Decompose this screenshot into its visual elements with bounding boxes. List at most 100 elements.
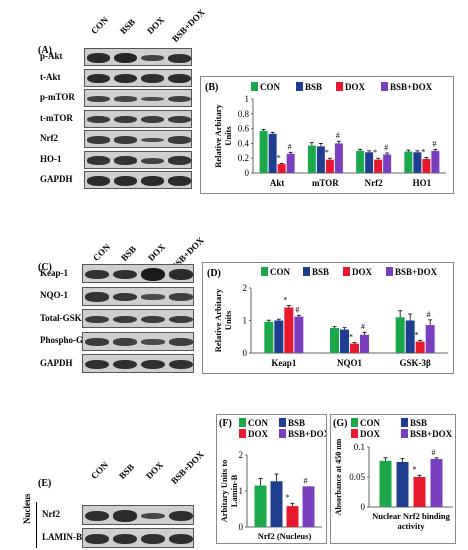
bar-bsb-dox [431, 150, 440, 173]
bar-dox [286, 506, 299, 527]
bar-dox [350, 343, 359, 353]
blot-band [169, 510, 193, 522]
y-tick-label: 0.4 [238, 138, 250, 148]
lane-label-bsb: BSB [117, 16, 138, 36]
blot-band [113, 359, 137, 370]
blot-row-label-total-gsk3-: Total-GSK3β [40, 312, 91, 323]
panel-label: (G) [333, 418, 347, 429]
y-tick-label: 1 [243, 316, 248, 326]
chart-g: (G) CON BSB DOX BSB+DOX 0 0.05 0.1 Absorbance at… [330, 414, 456, 544]
legend-label: BSB+DOX [410, 429, 453, 439]
bar-con [404, 151, 413, 173]
legend-swatch [386, 267, 393, 276]
blot-band [114, 52, 137, 64]
legend-label: BSB [312, 267, 329, 277]
blot-band [87, 136, 110, 144]
bar-con [395, 317, 405, 353]
y-tick-label: 0.6 [238, 124, 250, 134]
x-axis-label-line: Nuclear Nrf2 binding [372, 511, 451, 521]
chart-b: (B) CON BSB DOX BSB+DOX 0 0.2 0.4 0.6 0.8 1 Relativ… [200, 76, 454, 194]
bar-dox [413, 477, 426, 507]
y-axis-label-line: Relative Arbitary [213, 104, 223, 168]
bar-bsb-dox [383, 154, 392, 173]
blot-band [141, 359, 165, 370]
legend-label: BSB+DOX [395, 267, 438, 277]
blot-row-label-nrf2: Nrf2 [40, 133, 58, 143]
legend-swatch [401, 429, 408, 438]
legend-swatch [239, 418, 246, 427]
y-axis-label: Relative ArbitaryUnits [213, 288, 233, 352]
bar-bsb-dox [430, 459, 443, 507]
legend-swatch [351, 429, 358, 438]
blot-strip [82, 528, 194, 548]
blot-band [169, 533, 193, 545]
y-tick-label: 0 [239, 522, 244, 532]
y-tick-label: 2 [243, 283, 248, 293]
significance-star: * [413, 465, 417, 474]
blot-band [169, 293, 193, 301]
blot-band [168, 115, 191, 124]
blot-band [141, 115, 164, 124]
bar-dox [325, 159, 334, 173]
lane-label-dox: DOX [144, 14, 167, 36]
legend-label: CON [260, 82, 281, 92]
blot-row-label-gapdh: GAPDH [40, 174, 73, 184]
legend-swatch [279, 429, 286, 438]
blot-row-label-nqo-1: NQO-1 [40, 290, 68, 300]
y-axis-label-line: Lamin-B [229, 474, 239, 507]
significance-hash: # [384, 143, 388, 152]
blot-band [168, 53, 191, 63]
bar-bsb-dox [302, 486, 315, 527]
blot-band [87, 115, 110, 124]
blot-strip [82, 286, 194, 306]
legend-label: CON [248, 418, 269, 428]
lane-label-con-e: CON [88, 459, 111, 481]
blot-strip [82, 264, 194, 283]
legend-label: DOX [248, 429, 269, 439]
blot-band [141, 157, 164, 164]
legend-swatch [336, 82, 343, 91]
blot-band [141, 339, 165, 345]
significance-hash: # [427, 310, 431, 319]
blot-row-label-p-mtor: p-mTOR [40, 92, 75, 102]
y-tick-label: 0.1 [354, 442, 365, 452]
chart-f: (F) CON BSB DOX BSB+DOX 0 1 2 Arbitary Units toL… [216, 414, 331, 544]
legend-label: BSB+DOX [288, 429, 326, 439]
y-axis-label-line: Units [223, 310, 233, 330]
blot-band [85, 338, 109, 346]
y-tick-label: 2 [239, 450, 244, 460]
bar-con [356, 150, 365, 173]
y-axis-label-line: Relative Arbitary [213, 288, 223, 352]
blot-strip [84, 109, 192, 128]
category-label: HO1 [413, 178, 432, 188]
blot-band [114, 176, 137, 186]
blot-band [168, 95, 191, 103]
lane-label-dox-e: DOX [143, 459, 166, 481]
y-axis-label: Arbitary Units toLamin-B [219, 460, 239, 523]
significance-hash: # [336, 131, 340, 140]
blot-band [169, 359, 193, 370]
blot-band [113, 269, 137, 280]
bar-con [254, 485, 267, 527]
y-tick-label: 0.05 [349, 472, 365, 482]
significance-hash: # [295, 305, 299, 314]
blot-strip [82, 354, 194, 373]
legend-label: DOX [345, 82, 366, 92]
legend-swatch [239, 429, 246, 438]
legend-label: BSB [410, 418, 427, 428]
panel-a-label: (A) [38, 45, 52, 56]
bar-bsb [340, 329, 349, 353]
blot-band [87, 156, 110, 165]
legend-swatch [343, 267, 350, 276]
blot-row-label-phospho-gsk3-: Phospho-GSK3β [40, 335, 105, 345]
blot-band [114, 115, 137, 124]
y-axis-label: Relative ArbitaryUnits [213, 104, 233, 168]
y-tick-label: 0 [361, 502, 366, 512]
bar-dox [374, 159, 383, 173]
blot-band [87, 176, 110, 186]
blot-band [141, 74, 164, 83]
legend-label: BSB+DOX [390, 82, 433, 92]
lane-label-con: CON [88, 14, 111, 36]
y-tick-label: 1 [239, 486, 244, 496]
blot-band [141, 512, 165, 520]
